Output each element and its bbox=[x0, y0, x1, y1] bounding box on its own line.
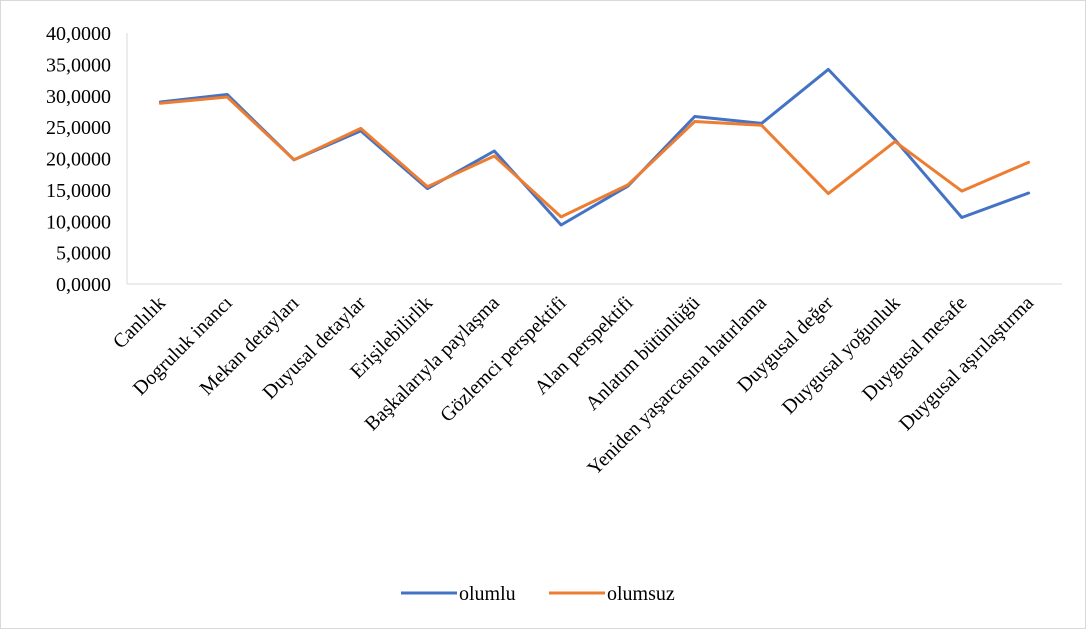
series-lines bbox=[158, 67, 1031, 227]
y-tick-label: 20,0000 bbox=[46, 149, 111, 171]
x-tick-label: Anlatım bütünlüğü bbox=[581, 292, 704, 415]
legend-label: olumlu bbox=[459, 583, 516, 605]
y-tick-label: 10,0000 bbox=[46, 211, 111, 233]
y-tick-label: 40,0000 bbox=[46, 23, 111, 45]
y-axis: 0,0000 5,0000 10,0000 15,0000 20,0000 25,0000… bbox=[46, 23, 128, 296]
y-tick-label: 25,0000 bbox=[46, 117, 111, 139]
x-tick-label: Duygusal aşırılaştırma bbox=[895, 292, 1038, 435]
legend: olumlu olumsuz bbox=[401, 583, 675, 605]
y-tick-label: 30,0000 bbox=[46, 86, 111, 108]
legend-item-olumlu: olumlu bbox=[401, 583, 516, 605]
legend-label: olumsuz bbox=[607, 583, 675, 605]
x-tick-label: Gözlemci perspektifi bbox=[436, 292, 571, 427]
y-tick-label: 0,0000 bbox=[56, 274, 111, 296]
y-tick-label: 35,0000 bbox=[46, 54, 111, 76]
series-line-olumsuz bbox=[158, 95, 1031, 219]
x-tick-label: Canlılık bbox=[109, 292, 170, 353]
y-tick-label: 5,0000 bbox=[56, 243, 111, 265]
x-tick-label: Duygusal yoğunluk bbox=[778, 292, 905, 419]
y-tick-label: 15,0000 bbox=[46, 180, 111, 202]
legend-item-olumsuz: olumsuz bbox=[549, 583, 675, 605]
